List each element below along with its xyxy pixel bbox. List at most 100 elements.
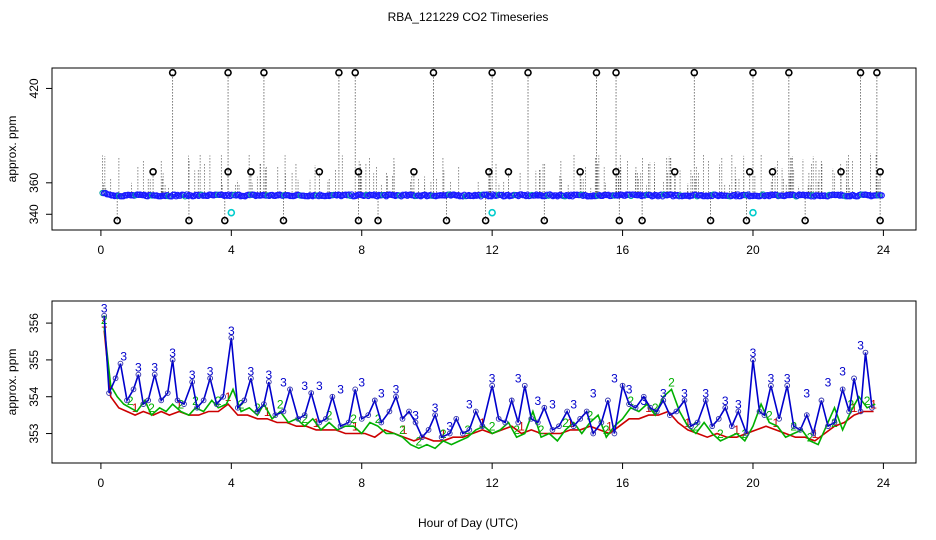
bottom-x-tick-label: 12 xyxy=(485,476,499,490)
series-3-point xyxy=(207,375,213,382)
series-3-label: 3 xyxy=(412,409,419,423)
baseline-point xyxy=(809,192,816,199)
series-2-label: 2 xyxy=(562,416,569,430)
series-3-label: 3 xyxy=(446,420,453,434)
top-x-tick-label: 0 xyxy=(98,243,105,257)
series-3-label: 3 xyxy=(228,324,235,338)
series-3-label: 3 xyxy=(466,397,473,411)
top-y-axis: 340 360 420 xyxy=(27,78,52,224)
series-1-label: 1 xyxy=(132,401,139,415)
series-3-point xyxy=(756,408,763,415)
top-x-tick-label: 8 xyxy=(358,243,365,257)
series-1-label: 1 xyxy=(606,420,613,434)
calibration-point xyxy=(227,208,236,217)
baseline-point xyxy=(144,193,151,200)
low-outliers-point xyxy=(374,216,382,225)
series-3-point xyxy=(632,404,639,411)
baseline-point xyxy=(808,193,815,200)
series-2-label: 2 xyxy=(148,401,155,415)
low-outliers-point xyxy=(638,216,646,225)
series-3-label: 3 xyxy=(358,375,365,389)
series-3-point xyxy=(776,415,782,422)
series-3-point xyxy=(145,397,152,404)
series-3-point xyxy=(117,360,124,367)
series-3-point xyxy=(358,415,365,422)
series-3-point xyxy=(743,430,750,437)
top-x-tick-label: 4 xyxy=(228,243,235,257)
top-y-tick-label: 340 xyxy=(27,204,41,224)
baseline-point xyxy=(878,192,885,199)
series-3-label: 3 xyxy=(681,386,688,400)
series-3-point xyxy=(181,401,187,407)
baseline-point xyxy=(204,192,211,200)
series-3-point xyxy=(839,386,846,393)
baseline-point xyxy=(315,193,322,200)
calibration-point xyxy=(749,208,757,217)
series-3-label: 3 xyxy=(825,375,832,389)
baseline-point xyxy=(504,191,512,199)
high-outliers-point xyxy=(351,68,360,77)
series-3-point xyxy=(728,423,735,430)
series-3-point xyxy=(515,419,522,426)
series-3-label: 3 xyxy=(337,383,344,397)
series-3-point xyxy=(151,371,158,378)
high-outliers-point xyxy=(488,68,496,77)
series-3-point xyxy=(295,415,302,422)
baseline-point xyxy=(168,193,175,200)
series-3-point xyxy=(345,419,352,426)
series-3-point xyxy=(810,430,817,437)
bottom-x-tick-label: 16 xyxy=(616,476,630,490)
series-3-point xyxy=(234,404,241,411)
series-3-point xyxy=(502,419,509,426)
series-3-label: 3 xyxy=(280,375,287,389)
series-3-point xyxy=(466,427,473,433)
mid-outliers-point xyxy=(315,168,324,176)
series-3-label: 3 xyxy=(640,394,647,408)
series-1-label: 1 xyxy=(812,427,819,441)
series-3-point xyxy=(365,412,372,418)
series-3-point xyxy=(352,386,359,393)
series-3-label: 3 xyxy=(803,386,810,400)
calibration-point xyxy=(488,208,496,217)
mid-outliers-point xyxy=(247,168,255,176)
series-3-point xyxy=(479,423,486,430)
baseline-point xyxy=(402,191,409,198)
series-3-label: 3 xyxy=(570,397,577,411)
series-3-point xyxy=(549,427,556,433)
series-2-label: 2 xyxy=(326,409,333,423)
series-3-point xyxy=(564,408,570,415)
series-1-label: 1 xyxy=(225,390,232,404)
series-3-point xyxy=(818,397,825,404)
baseline-point xyxy=(567,191,575,198)
series-2-label: 2 xyxy=(717,427,724,441)
series-3-label: 3 xyxy=(207,364,214,378)
series-3-label: 3 xyxy=(515,372,522,386)
series-3-point xyxy=(200,397,207,404)
series-3-point xyxy=(419,434,425,441)
series-2-label: 2 xyxy=(603,423,610,437)
series-3-line xyxy=(103,315,873,439)
top-panel: approx. ppm 0 4 8 12 16 20 24 340 360 420 xyxy=(5,67,917,257)
series-3-point xyxy=(174,397,181,404)
series-3-point xyxy=(825,423,831,430)
series-3-point xyxy=(626,401,632,407)
series-3-point xyxy=(541,404,548,411)
series-3-point xyxy=(857,408,864,415)
series-2-label: 2 xyxy=(864,394,871,408)
series-3-point xyxy=(241,397,248,404)
series-3-label: 3 xyxy=(660,386,667,400)
series-3-point xyxy=(316,419,323,426)
series-3-point xyxy=(472,408,479,415)
series-3-label: 3 xyxy=(839,364,846,378)
low-outliers-point xyxy=(481,216,490,225)
series-3-point xyxy=(272,412,279,418)
series-3-label: 3 xyxy=(611,372,618,386)
series-1-label: 1 xyxy=(567,416,574,430)
baseline-point xyxy=(190,192,198,200)
series-3-label: 3 xyxy=(489,372,496,386)
high-outliers-point xyxy=(749,68,757,77)
low-outliers-point xyxy=(801,216,809,225)
series-3-point xyxy=(784,382,791,389)
series-2-label: 2 xyxy=(415,434,422,448)
